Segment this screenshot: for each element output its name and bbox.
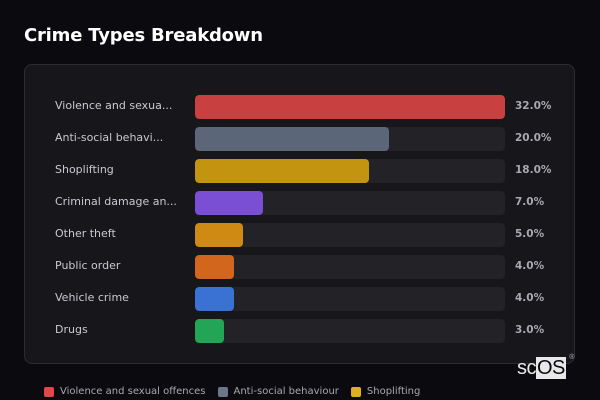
- logo-text-highlight: OS: [536, 357, 566, 379]
- legend-swatch-icon: [44, 386, 54, 397]
- scos-logo: scOS ®: [517, 354, 574, 380]
- bar-track: [195, 223, 505, 247]
- bar-track: [195, 319, 505, 343]
- bar-value: 4.0%: [515, 260, 545, 272]
- bar-fill[interactable]: [195, 159, 370, 183]
- legend-label: Anti-social behaviour: [233, 386, 339, 397]
- bar-label: Other theft: [55, 227, 116, 240]
- legend-label: Shoplifting: [366, 386, 421, 397]
- bar-row: Other theft 5.0%: [25, 223, 574, 247]
- bar-label: Vehicle crime: [55, 291, 129, 304]
- bar-value: 4.0%: [515, 292, 545, 304]
- bar-label: Public order: [55, 259, 121, 272]
- logo-text: sc: [517, 357, 537, 379]
- bar-row: Public order 4.0%: [25, 255, 574, 279]
- bar-value: 7.0%: [515, 196, 545, 208]
- bar-fill[interactable]: [195, 287, 234, 311]
- bar-row: Criminal damage an... 7.0%: [25, 191, 574, 215]
- bar-fill[interactable]: [195, 191, 263, 215]
- bar-fill[interactable]: [195, 95, 505, 119]
- bar-track: [195, 159, 505, 183]
- bar-fill[interactable]: [195, 127, 389, 151]
- legend-item[interactable]: Shoplifting: [350, 386, 421, 397]
- chart-legend: Violence and sexual offences Anti-social…: [44, 386, 420, 397]
- bar-label: Shoplifting: [55, 163, 114, 176]
- bar-label: Anti-social behavi...: [55, 131, 164, 144]
- bar-label: Violence and sexua...: [55, 99, 173, 112]
- bar-row: Shoplifting 18.0%: [25, 159, 574, 183]
- bar-value: 5.0%: [515, 228, 545, 240]
- bar-value: 20.0%: [515, 132, 552, 144]
- bar-track: [195, 127, 505, 151]
- bar-row: Vehicle crime 4.0%: [25, 287, 574, 311]
- bar-row: Drugs 3.0%: [25, 319, 574, 343]
- bar-row: Violence and sexua... 32.0%: [25, 95, 574, 119]
- bar-label: Drugs: [55, 323, 88, 336]
- bar-value: 3.0%: [515, 324, 545, 336]
- bar-fill[interactable]: [195, 255, 234, 279]
- bar-track: [195, 95, 505, 119]
- legend-item[interactable]: Anti-social behaviour: [217, 386, 339, 397]
- legend-swatch-icon: [350, 386, 361, 397]
- bar-fill[interactable]: [195, 223, 244, 247]
- bar-row: Anti-social behavi... 20.0%: [25, 127, 574, 151]
- legend-item[interactable]: Violence and sexual offences: [44, 386, 206, 397]
- legend-swatch-icon: [217, 386, 228, 397]
- registered-mark: ®: [569, 354, 574, 361]
- page-title: Crime Types Breakdown: [24, 25, 263, 46]
- bar-track: [195, 255, 505, 279]
- bar-value: 32.0%: [515, 100, 552, 112]
- bar-fill[interactable]: [195, 319, 225, 343]
- bar-track: [195, 287, 505, 311]
- bar-track: [195, 191, 505, 215]
- bar-label: Criminal damage an...: [55, 195, 177, 208]
- legend-label: Violence and sexual offences: [60, 386, 206, 397]
- bar-value: 18.0%: [515, 164, 552, 176]
- chart-card: Violence and sexua... 32.0% Anti-social …: [24, 64, 575, 364]
